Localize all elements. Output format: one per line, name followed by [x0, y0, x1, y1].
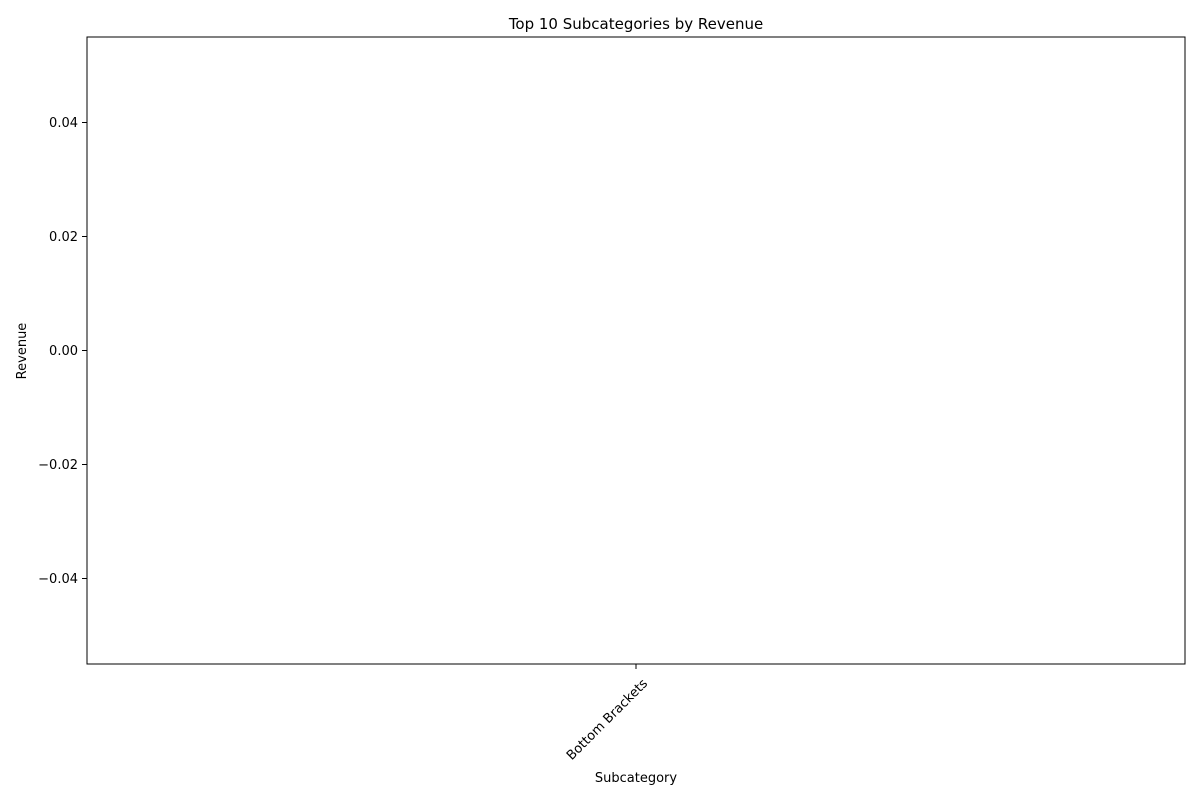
y-axis-label: Revenue [15, 323, 30, 380]
y-tick-label: 0.00 [49, 344, 78, 359]
chart-title: Top 10 Subcategories by Revenue [508, 15, 763, 33]
y-tick-label: −0.02 [38, 458, 78, 473]
y-axis: −0.04 −0.02 0.00 0.02 0.04 [38, 116, 87, 587]
y-tick-label: −0.04 [38, 572, 78, 587]
y-tick-label: 0.04 [49, 116, 78, 131]
y-tick-label: 0.02 [49, 230, 78, 245]
plot-area-frame [86, 36, 1186, 665]
x-axis-label: Subcategory [595, 771, 678, 786]
